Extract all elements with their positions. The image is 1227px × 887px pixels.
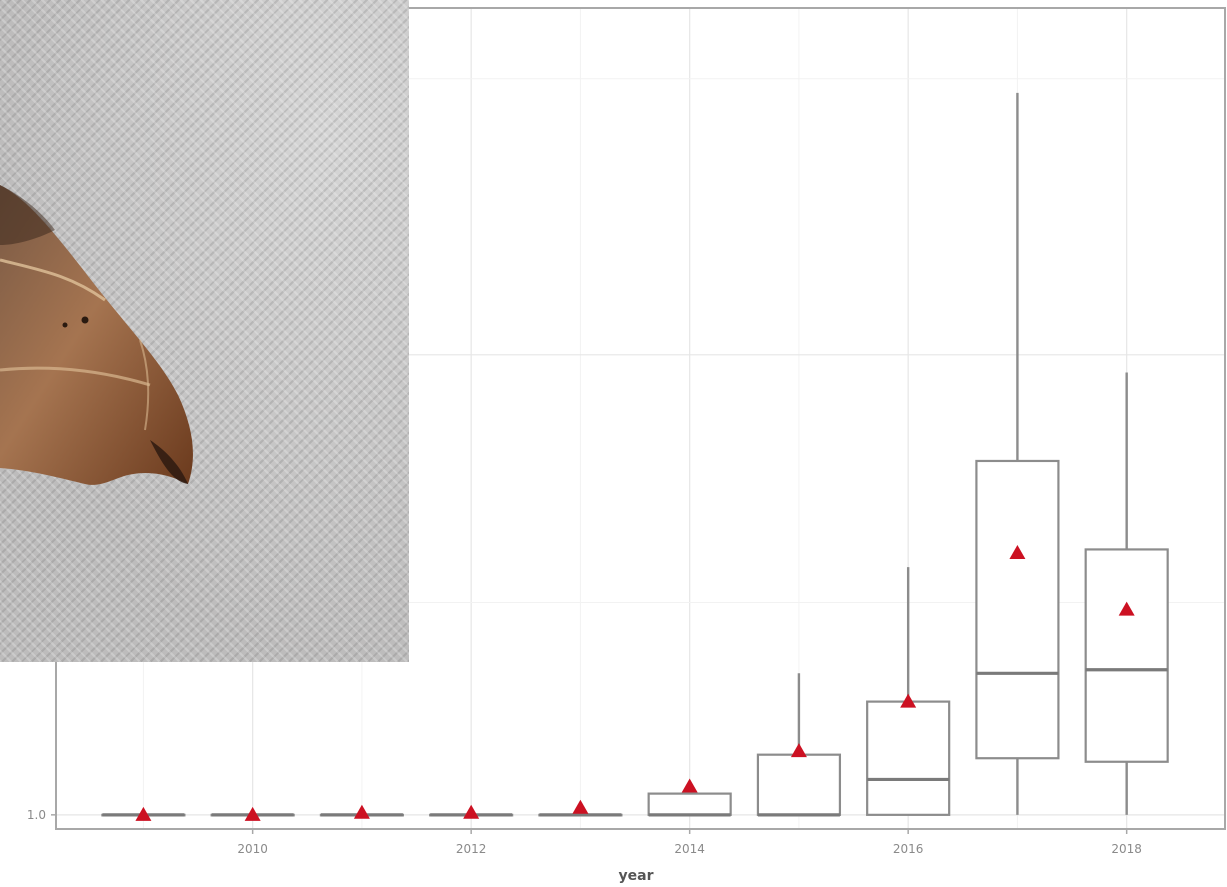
x-axis: 2010 2012 2014 2016 2018 (237, 829, 1142, 856)
mean-marker-2018 (1118, 601, 1135, 616)
box-2017 (975, 92, 1060, 815)
mean-marker-2016 (900, 693, 917, 708)
mean-marker-2017 (1009, 544, 1026, 559)
mean-marker-2013 (572, 799, 589, 814)
box-iqr (756, 753, 842, 816)
mean-marker-2012 (463, 804, 480, 819)
box-2015 (756, 673, 842, 817)
mean-markers (135, 544, 1135, 821)
box-2013 (538, 813, 623, 817)
x-tick-label: 2010 (237, 842, 268, 856)
x-axis-title: year (619, 868, 654, 884)
moth-photo (0, 0, 409, 662)
mean-marker-2011 (353, 804, 370, 819)
mean-marker-2015 (790, 743, 807, 758)
box-iqr (866, 700, 951, 816)
box-2016 (866, 567, 951, 816)
mean-marker-2009 (135, 806, 152, 821)
box-iqr (975, 459, 1060, 760)
box-iqr (647, 792, 732, 816)
x-tick-label: 2016 (893, 842, 924, 856)
x-tick-label: 2014 (674, 842, 705, 856)
box-iqr (1084, 548, 1169, 763)
y-axis: 1.0 (27, 808, 56, 822)
mean-marker-2010 (244, 806, 261, 821)
box-2018 (1084, 372, 1169, 815)
y-tick-label: 1.0 (27, 808, 46, 822)
x-tick-label: 2012 (456, 842, 487, 856)
mean-marker-2014 (681, 778, 698, 793)
box-2014 (647, 792, 732, 817)
x-tick-label: 2018 (1111, 842, 1142, 856)
moth-wing (0, 185, 193, 485)
